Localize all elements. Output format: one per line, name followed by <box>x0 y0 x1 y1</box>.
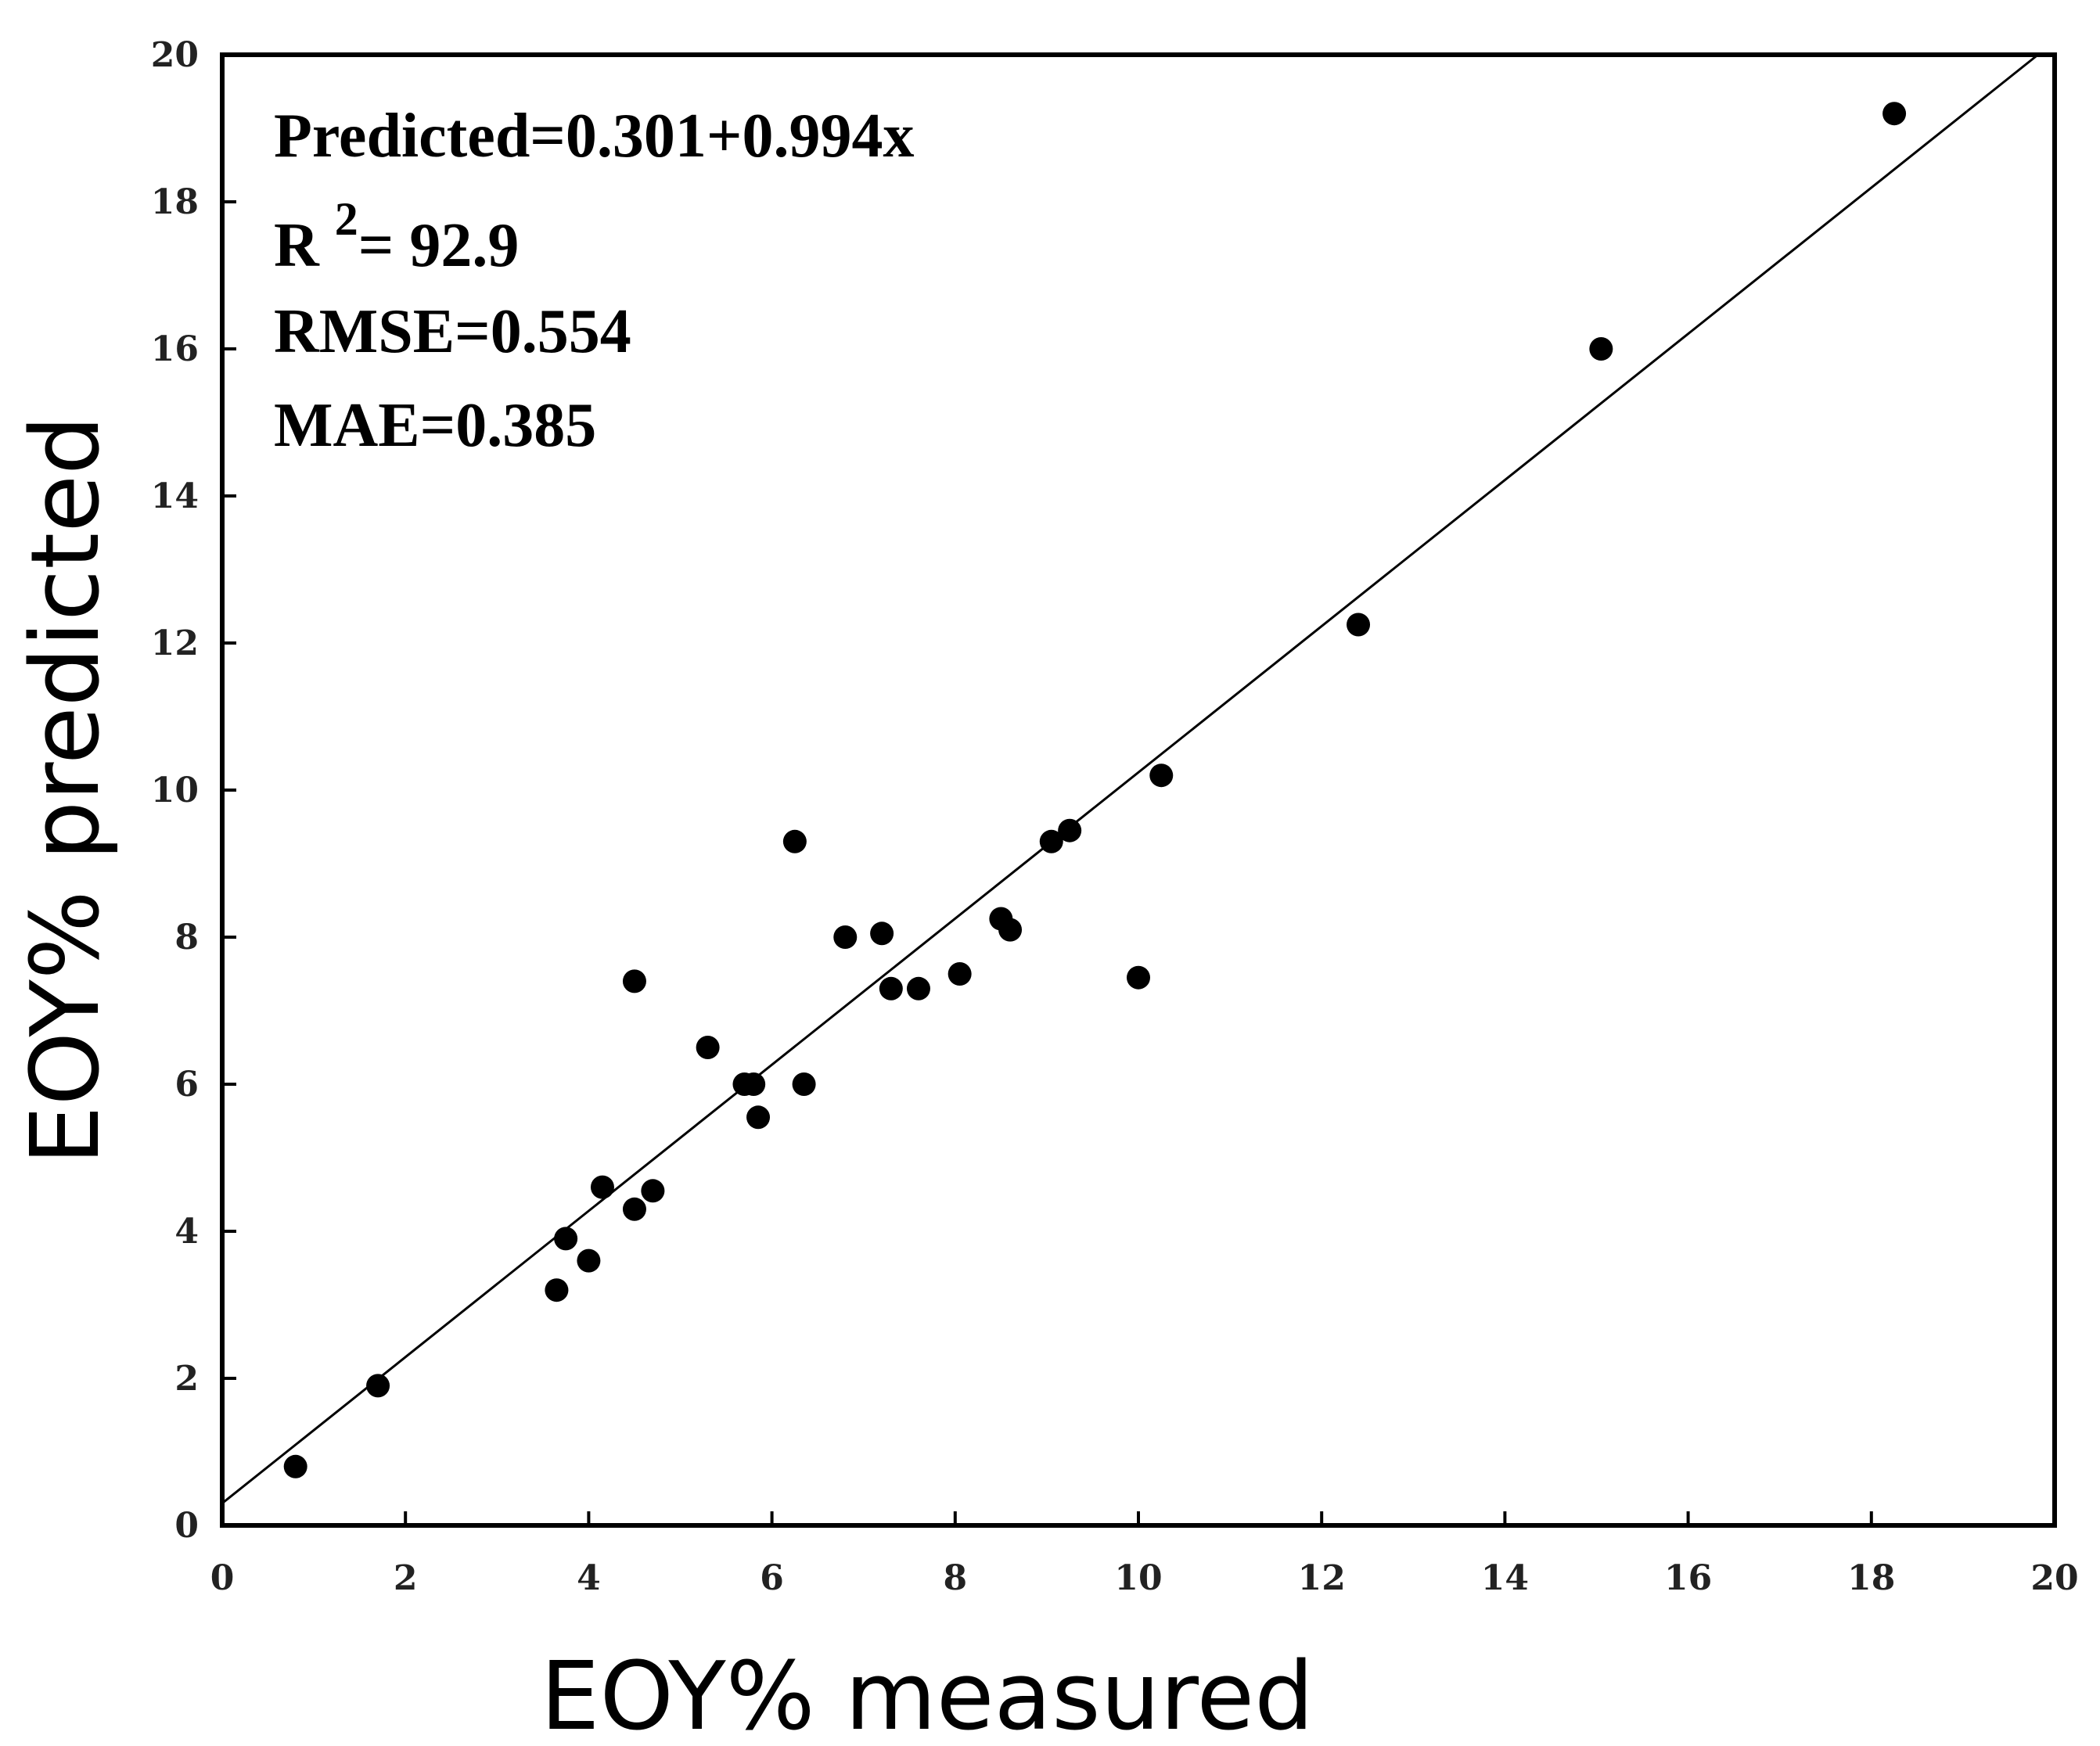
x-tick-label: 2 <box>394 1558 418 1598</box>
data-point <box>554 1227 578 1251</box>
data-point <box>879 976 903 1001</box>
axis-ticks: 0 2 4 6 8 10 12 14 16 18 20 0 2 4 6 8 10 12 14 16 18 20 <box>151 35 2079 1598</box>
data-point <box>792 1072 816 1096</box>
x-tick-label: 6 <box>760 1558 784 1598</box>
data-point <box>622 969 646 993</box>
data-point <box>1882 102 1907 126</box>
y-tick-label: 16 <box>151 329 199 369</box>
y-tick-label: 6 <box>174 1065 199 1105</box>
data-points <box>283 102 1907 1478</box>
data-point <box>998 918 1023 942</box>
y-tick-label: 14 <box>151 476 199 516</box>
data-point <box>641 1179 665 1203</box>
data-point <box>833 925 858 949</box>
data-point <box>782 829 807 853</box>
y-tick-label: 10 <box>151 771 199 810</box>
y-tick-label: 20 <box>151 35 199 75</box>
data-point <box>590 1175 614 1199</box>
data-point <box>1039 829 1063 853</box>
y-tick-label: 0 <box>174 1506 199 1546</box>
equation-text: Predicted=0.301+0.994x <box>274 102 914 171</box>
stats-annotation: Predicted=0.301+0.994x R 2= 92.9 RMSE=0.5… <box>274 102 914 460</box>
r-squared-letter: R <box>274 211 320 280</box>
data-point <box>742 1072 766 1096</box>
rmse-text: RMSE=0.554 <box>274 297 631 366</box>
x-axis-title: EOY% measured <box>541 1643 1314 1746</box>
y-tick-label: 2 <box>174 1359 199 1399</box>
data-point <box>746 1105 771 1130</box>
r-squared-text: R 2= 92.9 <box>274 193 519 280</box>
data-point <box>1149 763 1174 788</box>
x-tick-label: 4 <box>577 1558 601 1598</box>
data-point <box>1347 613 1371 637</box>
data-point <box>1127 965 1150 990</box>
data-point <box>1589 337 1613 361</box>
y-tick-label: 18 <box>151 182 199 222</box>
data-point <box>696 1036 720 1059</box>
data-point <box>545 1278 569 1302</box>
data-point <box>948 962 972 986</box>
y-tick-label: 4 <box>174 1212 199 1252</box>
x-tick-label: 18 <box>1847 1558 1895 1598</box>
x-tick-label: 20 <box>2030 1558 2078 1598</box>
mae-text: MAE=0.385 <box>274 391 596 460</box>
x-tick-label: 10 <box>1114 1558 1162 1598</box>
regression-line <box>221 53 2039 1504</box>
data-point <box>906 976 930 1001</box>
y-tick-label: 8 <box>174 918 199 957</box>
x-tick-label: 8 <box>943 1558 967 1598</box>
y-tick-label: 12 <box>151 623 199 663</box>
data-point <box>283 1454 307 1478</box>
data-point <box>366 1374 390 1398</box>
x-tick-label: 12 <box>1298 1558 1346 1598</box>
r-squared-superscript: 2 <box>335 193 358 245</box>
data-point <box>622 1197 646 1221</box>
data-point <box>870 922 894 946</box>
x-tick-label: 0 <box>210 1558 235 1598</box>
x-tick-label: 14 <box>1481 1558 1529 1598</box>
data-point <box>1058 818 1082 842</box>
y-axis-title: EOY% predicted <box>12 415 120 1165</box>
regression-line-group <box>221 53 2039 1504</box>
r-squared-value: = 92.9 <box>358 211 520 280</box>
data-point <box>577 1248 601 1273</box>
x-tick-label: 16 <box>1664 1558 1712 1598</box>
